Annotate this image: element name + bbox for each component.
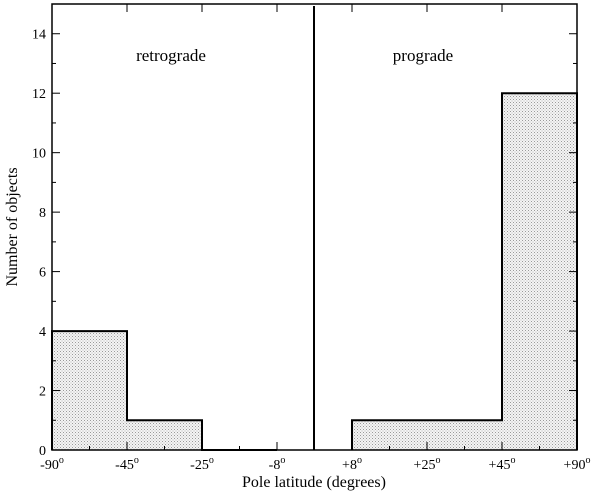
x-axis-label: Pole latitude (degrees) (242, 474, 386, 491)
x-tick-label: +8o (342, 455, 362, 473)
y-tick-label: 8 (39, 206, 46, 221)
histogram-bar (52, 331, 127, 450)
y-axis-ticks: 0 2 4 6 8 10 12 14 (32, 3, 577, 459)
prograde-label: prograde (393, 46, 453, 65)
x-tick-label: -8o (269, 455, 286, 473)
y-tick-label: 6 (39, 266, 46, 281)
x-tick-label: -45o (115, 455, 139, 473)
y-tick-label: 2 (39, 385, 46, 400)
y-tick-label: 10 (32, 147, 46, 162)
y-tick-label: 4 (39, 325, 46, 340)
x-tick-label: -90o (40, 455, 64, 473)
histogram-bar (352, 420, 427, 450)
y-tick-label: 14 (32, 28, 46, 43)
retrograde-label: retrograde (136, 46, 206, 65)
histogram-bar (427, 420, 502, 450)
x-axis-ticks: -90o -45o -25o -8o +8o +25o +45o +90o (40, 4, 590, 473)
histogram-bar (502, 93, 577, 450)
x-tick-label: +45o (489, 455, 516, 473)
x-tick-label: +25o (414, 455, 441, 473)
x-tick-label: -25o (190, 455, 214, 473)
histogram-bars (52, 93, 577, 450)
y-tick-label: 12 (32, 87, 46, 102)
y-tick-label: 0 (39, 444, 46, 459)
y-axis-label: Number of objects (4, 167, 21, 286)
x-tick-label: +90o (564, 455, 591, 473)
histogram-bar (127, 420, 202, 450)
